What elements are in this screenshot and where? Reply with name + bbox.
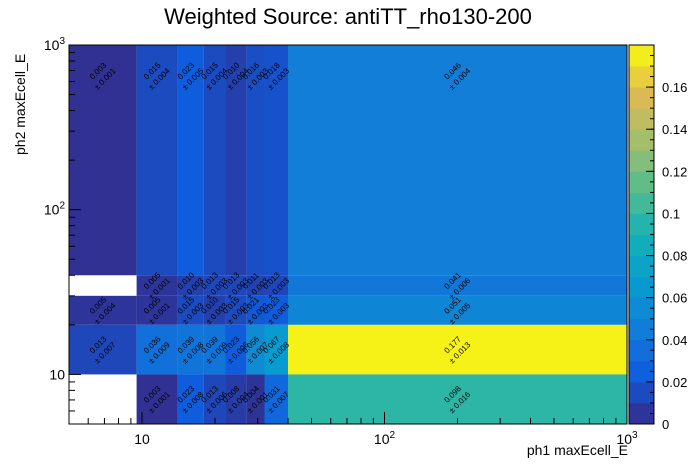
colorbar-tick-label: 0.06 xyxy=(662,291,687,306)
colorbar-tick-label: 0.08 xyxy=(662,249,687,264)
heatmap-cell xyxy=(203,295,226,325)
colorbar-segment xyxy=(629,108,654,130)
colorbar-tick-label: 0.16 xyxy=(662,80,687,95)
heatmap-cell xyxy=(246,45,265,276)
x-tick-label: 102 xyxy=(374,430,396,447)
heatmap-cell xyxy=(246,275,265,296)
heatmap-cell xyxy=(69,324,137,375)
heatmap-cell xyxy=(264,374,288,424)
colorbar-segment xyxy=(629,150,654,172)
heatmap-cell xyxy=(225,275,247,296)
colorbar-segment xyxy=(629,45,654,67)
x-tick-label: 103 xyxy=(616,430,638,447)
heatmap-cell xyxy=(136,295,178,325)
heatmap-cell xyxy=(203,275,226,296)
heatmap-cell xyxy=(136,275,178,296)
heatmap-cell xyxy=(264,324,288,375)
heatmap-cell xyxy=(264,45,288,276)
heatmap-cell xyxy=(177,295,204,325)
heatmap-cell xyxy=(264,295,288,325)
y-tick-label: 10 xyxy=(49,366,65,382)
colorbar-segment xyxy=(629,87,654,109)
heatmap-cell xyxy=(177,324,204,375)
heatmap-cell xyxy=(287,374,627,424)
heatmap-cell xyxy=(264,275,288,296)
colorbar-segment xyxy=(629,339,654,362)
heatmap-cell xyxy=(177,275,204,296)
colorbar-segment xyxy=(629,402,654,425)
heatmap-cell xyxy=(136,324,178,375)
colorbar-segment xyxy=(629,213,654,235)
colorbar-segment xyxy=(629,66,654,88)
heatmap-cell xyxy=(203,324,226,375)
heatmap-cell xyxy=(225,45,247,276)
colorbar-segment xyxy=(629,318,654,341)
colorbar-tick-label: 0 xyxy=(662,417,669,432)
heatmap-cell xyxy=(69,45,137,276)
heatmap-cell xyxy=(246,324,265,375)
heatmap-cell xyxy=(203,374,226,424)
colorbar-segment xyxy=(629,192,654,214)
x-tick-label: 10 xyxy=(134,431,150,447)
colorbar-tick-label: 0.04 xyxy=(662,333,687,348)
heatmap-cell xyxy=(246,295,265,325)
colorbar-segment xyxy=(629,234,654,257)
heatmap-cell xyxy=(225,374,247,424)
colorbar-segment xyxy=(629,360,654,383)
heatmap-cell xyxy=(203,45,226,276)
colorbar-segment xyxy=(629,276,654,299)
x-axis-label: ph1 maxEcell_E xyxy=(526,442,628,458)
heatmap-cell xyxy=(287,275,627,296)
heatmap-cell xyxy=(225,295,247,325)
colorbar-segment xyxy=(629,129,654,151)
heatmap-cell xyxy=(246,374,265,424)
colorbar-segment xyxy=(629,171,654,193)
chart-title: Weighted Source: antiTT_rho130-200 xyxy=(164,4,532,29)
colorbar-segment xyxy=(629,255,654,278)
heatmap-cell xyxy=(177,374,204,424)
heatmap-cell xyxy=(136,374,178,424)
heatmap-cell xyxy=(69,295,137,325)
y-tick-label: 103 xyxy=(44,36,66,53)
plot-frame xyxy=(68,44,628,425)
colorbar-segment xyxy=(629,381,654,404)
heatmap-cell xyxy=(287,45,627,276)
heatmap-cell xyxy=(177,45,204,276)
heatmap-cell xyxy=(136,45,178,276)
colorbar-tick-label: 0.1 xyxy=(662,206,680,221)
colorbar-tick-label: 0.02 xyxy=(662,375,687,390)
heatmap-cell xyxy=(287,295,627,325)
colorbar-tick-label: 0.12 xyxy=(662,164,687,179)
colorbar-tick-label: 0.14 xyxy=(662,122,687,137)
y-tick-label: 102 xyxy=(44,201,66,218)
colorbar-segment xyxy=(629,297,654,320)
heatmap-cell xyxy=(225,324,247,375)
heatmap-cell xyxy=(287,324,627,375)
